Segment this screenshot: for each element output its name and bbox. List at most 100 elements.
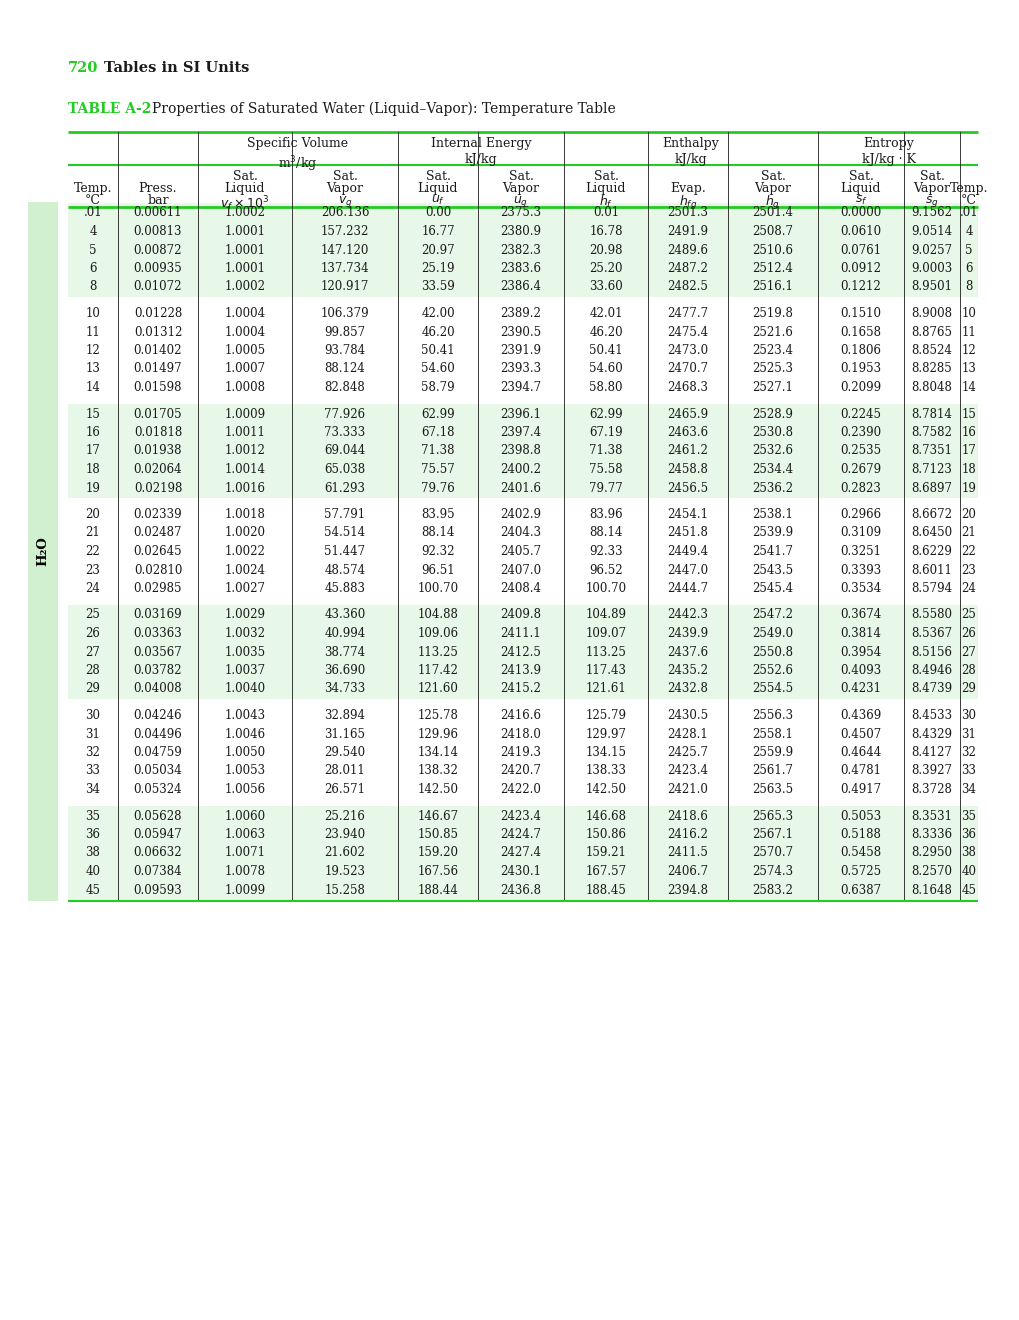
Text: 137.734: 137.734	[320, 261, 369, 275]
Text: 24: 24	[961, 582, 975, 595]
Text: 2425.7: 2425.7	[666, 746, 708, 759]
Text: 167.57: 167.57	[585, 865, 626, 878]
Text: 1.0029: 1.0029	[224, 609, 265, 622]
Text: 142.50: 142.50	[585, 783, 626, 796]
Text: 0.02198: 0.02198	[133, 482, 182, 495]
Text: TABLE A-2: TABLE A-2	[68, 102, 151, 116]
Text: 8.7123: 8.7123	[911, 463, 952, 477]
Text: 8.8048: 8.8048	[911, 381, 952, 393]
Text: 79.77: 79.77	[589, 482, 623, 495]
Text: 8.3531: 8.3531	[911, 809, 952, 822]
Text: 40: 40	[961, 865, 975, 878]
Text: 2437.6: 2437.6	[666, 645, 708, 659]
Text: 2527.1: 2527.1	[752, 381, 793, 393]
Text: 1.0020: 1.0020	[224, 527, 265, 540]
Text: °C: °C	[85, 194, 101, 207]
Text: 51.447: 51.447	[324, 545, 365, 558]
Text: 2409.8: 2409.8	[500, 609, 541, 622]
Text: 93.784: 93.784	[324, 345, 365, 356]
Text: 2397.4: 2397.4	[500, 426, 541, 440]
Text: 16.78: 16.78	[589, 224, 623, 238]
Text: $v_g$: $v_g$	[337, 194, 352, 209]
Text: 8.6011: 8.6011	[911, 564, 952, 577]
Text: 36: 36	[961, 828, 975, 841]
Text: Enthalpy
kJ/kg: Enthalpy kJ/kg	[662, 137, 718, 166]
Text: 146.68: 146.68	[585, 809, 626, 822]
Text: 8.3927: 8.3927	[911, 764, 952, 777]
Text: 1.0001: 1.0001	[224, 243, 265, 256]
Text: 2512.4: 2512.4	[752, 261, 793, 275]
Text: 8.2950: 8.2950	[911, 846, 952, 859]
Text: 138.32: 138.32	[417, 764, 458, 777]
Text: 2418.0: 2418.0	[500, 727, 541, 741]
Text: 20.97: 20.97	[421, 243, 454, 256]
Text: 121.61: 121.61	[585, 682, 626, 696]
Text: 2539.9: 2539.9	[752, 527, 793, 540]
Text: $v_f \times 10^3$: $v_f \times 10^3$	[220, 194, 269, 213]
Text: 9.0257: 9.0257	[911, 243, 952, 256]
Text: 2424.7: 2424.7	[500, 828, 541, 841]
Text: 2530.8: 2530.8	[752, 426, 793, 440]
Text: 2418.6: 2418.6	[666, 809, 708, 822]
Text: 4: 4	[90, 224, 97, 238]
Text: 2428.1: 2428.1	[667, 727, 707, 741]
Text: 11: 11	[961, 326, 975, 338]
Text: 5: 5	[90, 243, 97, 256]
Text: 0.00813: 0.00813	[133, 224, 182, 238]
Text: 1.0024: 1.0024	[224, 564, 265, 577]
Text: 21.602: 21.602	[324, 846, 365, 859]
Text: 2430.5: 2430.5	[666, 709, 708, 722]
Text: Liquid: Liquid	[418, 182, 458, 195]
Text: 0.4644: 0.4644	[840, 746, 880, 759]
Text: 28.011: 28.011	[324, 764, 365, 777]
Text: 20.98: 20.98	[589, 243, 623, 256]
Text: 0.04496: 0.04496	[133, 727, 182, 741]
Text: Sat.: Sat.	[508, 170, 533, 183]
Text: 2532.6: 2532.6	[752, 445, 793, 458]
Text: 8.7814: 8.7814	[911, 408, 952, 421]
Text: 1.0018: 1.0018	[224, 508, 265, 521]
Text: 8.3728: 8.3728	[911, 783, 952, 796]
Text: 0.2823: 0.2823	[840, 482, 880, 495]
Text: 28: 28	[961, 664, 975, 677]
Text: 2383.6: 2383.6	[500, 261, 541, 275]
Text: 57.791: 57.791	[324, 508, 365, 521]
Text: 22: 22	[86, 545, 100, 558]
Text: 46.20: 46.20	[421, 326, 454, 338]
Text: 0.1953: 0.1953	[840, 363, 880, 375]
Text: 121.60: 121.60	[417, 682, 458, 696]
Text: 0.3393: 0.3393	[840, 564, 880, 577]
Text: Specific Volume
m$^3$/kg: Specific Volume m$^3$/kg	[248, 137, 348, 174]
Text: Sat.: Sat.	[848, 170, 872, 183]
Text: 0.3814: 0.3814	[840, 627, 880, 640]
Text: 23.940: 23.940	[324, 828, 365, 841]
Text: 21: 21	[961, 527, 975, 540]
Text: 1.0009: 1.0009	[224, 408, 265, 421]
Text: 23: 23	[86, 564, 100, 577]
Text: °C: °C	[960, 194, 976, 207]
Text: 33: 33	[86, 764, 101, 777]
Text: 92.32: 92.32	[421, 545, 454, 558]
Text: 1.0060: 1.0060	[224, 809, 265, 822]
Text: 6: 6	[90, 261, 97, 275]
Text: 24: 24	[86, 582, 100, 595]
Text: 1.0027: 1.0027	[224, 582, 265, 595]
Bar	[68, 605, 977, 700]
Text: 0.1212: 0.1212	[840, 281, 880, 293]
Text: 1.0035: 1.0035	[224, 645, 265, 659]
Text: 1.0046: 1.0046	[224, 727, 265, 741]
Text: 8.6450: 8.6450	[911, 527, 952, 540]
Text: 1.0004: 1.0004	[224, 308, 265, 319]
Text: 8.4329: 8.4329	[911, 727, 952, 741]
Text: 120.917: 120.917	[321, 281, 369, 293]
Text: 36: 36	[86, 828, 101, 841]
Text: 157.232: 157.232	[321, 224, 369, 238]
Text: Entropy
kJ/kg · K: Entropy kJ/kg · K	[861, 137, 915, 166]
Text: 92.33: 92.33	[589, 545, 623, 558]
Text: 67.19: 67.19	[589, 426, 623, 440]
Text: 2421.0: 2421.0	[666, 783, 708, 796]
Text: 0.01: 0.01	[592, 206, 619, 219]
Text: $s_g$: $s_g$	[924, 194, 937, 209]
Text: 34: 34	[961, 783, 975, 796]
Text: 2470.7: 2470.7	[666, 363, 708, 375]
